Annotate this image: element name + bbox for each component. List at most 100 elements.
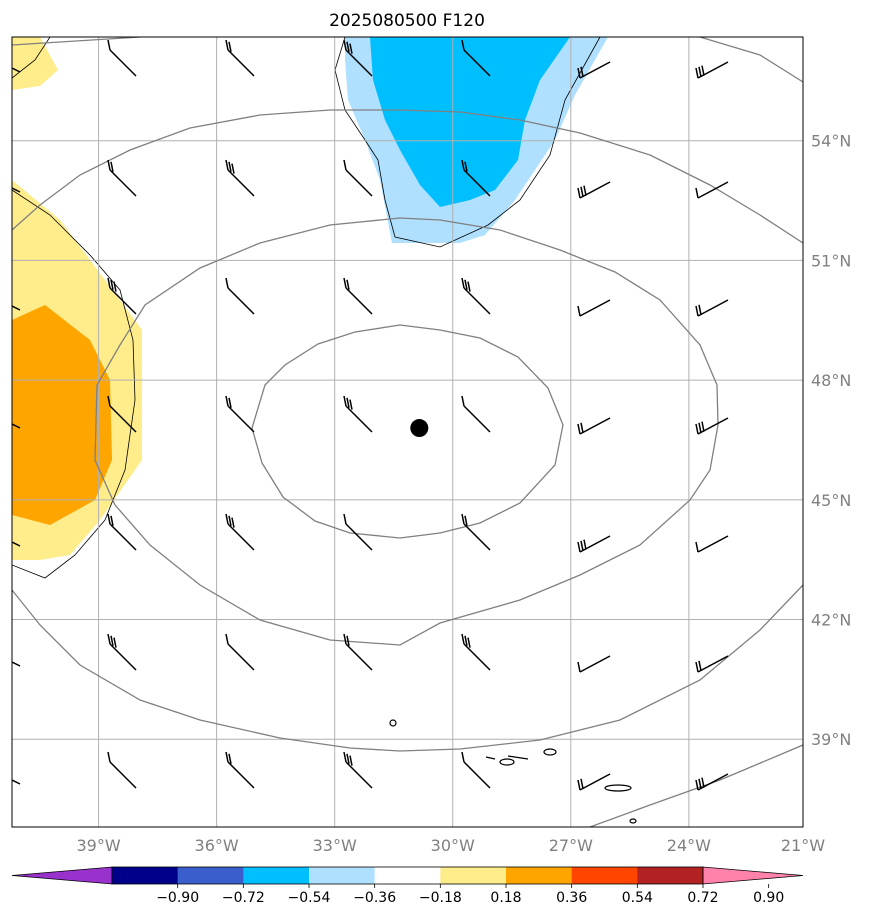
colorbar-swatch xyxy=(440,867,507,884)
wind-barb xyxy=(695,655,729,673)
wind-barb xyxy=(12,423,21,429)
wind-barb xyxy=(461,395,491,433)
island-7 xyxy=(629,818,637,824)
contour-outer-bottom xyxy=(589,744,803,827)
contour-third xyxy=(12,109,803,244)
colorbar-label: 0.90 xyxy=(753,890,784,906)
wind-barb xyxy=(12,541,21,547)
pressure-contours xyxy=(12,37,803,827)
colorbar-label: −0.54 xyxy=(288,890,331,906)
wind-barb xyxy=(107,513,137,551)
lat-label: 48°N xyxy=(811,371,851,390)
colorbar-label: −0.18 xyxy=(419,890,462,906)
wind-barb xyxy=(461,277,491,315)
island-5 xyxy=(543,748,557,756)
wind-barb xyxy=(12,67,21,73)
wind-barb xyxy=(107,395,137,433)
lon-label: 30°W xyxy=(431,836,475,855)
lon-label: 24°W xyxy=(667,836,711,855)
wind-barb xyxy=(343,395,373,433)
wind-barb xyxy=(225,277,255,315)
lon-label: 39°W xyxy=(76,836,120,855)
colorbar-label: 0.36 xyxy=(556,890,587,906)
contour-second xyxy=(94,217,719,646)
colorbar-label: −0.72 xyxy=(222,890,265,906)
colorbar-label: 0.18 xyxy=(490,890,521,906)
colorbar-swatch xyxy=(112,867,179,884)
lon-tick-labels: 39°W 36°W 33°W 30°W 27°W 24°W 21°W xyxy=(76,836,825,855)
wind-barb xyxy=(12,187,21,193)
wind-barb xyxy=(12,305,21,311)
wind-barb xyxy=(577,655,611,673)
wind-barb xyxy=(695,417,729,435)
lat-label: 51°N xyxy=(811,251,851,270)
lon-label: 36°W xyxy=(195,836,239,855)
wind-barb xyxy=(343,277,373,315)
wind-barb xyxy=(12,661,21,667)
wind-barb xyxy=(107,159,137,197)
coastlines xyxy=(389,719,637,824)
lon-label: 33°W xyxy=(313,836,357,855)
negative-anomaly-cyan xyxy=(370,37,570,207)
lat-label: 39°N xyxy=(811,730,851,749)
wind-barb xyxy=(107,751,137,789)
lat-label: 54°N xyxy=(811,132,851,151)
island-2 xyxy=(485,756,496,760)
colorbar-swatch xyxy=(243,867,310,884)
wind-barb xyxy=(461,513,491,551)
wind-barb xyxy=(695,535,729,553)
island-1 xyxy=(389,719,397,727)
positive-anomaly-light-top xyxy=(12,37,58,90)
colorbar-label: −0.90 xyxy=(156,890,199,906)
wind-barb xyxy=(461,39,491,77)
colorbar-tick-labels: −0.90 −0.72 −0.54 −0.36 −0.18 0.18 0.36 … xyxy=(156,890,784,906)
lat-tick-labels: 39°N 42°N 45°N 48°N 51°N 54°N xyxy=(811,132,851,749)
colorbar xyxy=(11,866,804,888)
wind-barb xyxy=(12,779,21,785)
wind-barb xyxy=(577,535,611,553)
wind-barb xyxy=(577,773,611,791)
colorbar-swatch xyxy=(571,867,638,884)
map-title: 2025080500 F120 xyxy=(329,11,485,31)
lat-label: 45°N xyxy=(811,491,851,510)
map-area xyxy=(12,37,803,827)
colorbar-frame xyxy=(111,866,704,885)
colorbar-extend-high xyxy=(702,866,804,885)
wind-barb xyxy=(695,773,729,791)
wind-barb xyxy=(107,277,137,315)
wind-barb xyxy=(461,633,491,671)
colorbar-swatch xyxy=(374,867,441,884)
wind-barb xyxy=(343,751,373,789)
wind-barb xyxy=(107,633,137,671)
wind-barb xyxy=(225,159,255,197)
wind-barb xyxy=(343,39,373,77)
colorbar-label: 0.54 xyxy=(622,890,653,906)
lat-label: 42°N xyxy=(811,611,851,630)
wind-barb xyxy=(577,299,611,317)
island-6 xyxy=(604,784,632,792)
wind-barb xyxy=(343,513,373,551)
wind-barb xyxy=(695,299,729,317)
wind-barb xyxy=(695,61,729,79)
outline-west xyxy=(12,189,136,579)
positive-anomaly-orange-west xyxy=(12,305,112,525)
wind-barb xyxy=(577,181,611,199)
contour-outer-top xyxy=(12,37,803,83)
wind-barb xyxy=(695,181,729,199)
wind-barb xyxy=(577,417,611,435)
storm-center-marker xyxy=(410,419,429,438)
map-frame xyxy=(11,36,804,828)
wind-barb xyxy=(343,159,373,197)
wind-barb xyxy=(107,39,137,77)
colorbar-extend-low xyxy=(11,866,113,885)
wind-barb xyxy=(225,751,255,789)
island-3 xyxy=(499,758,515,766)
wind-barb xyxy=(225,39,255,77)
colorbar-swatch xyxy=(506,867,573,884)
colorbar-swatch xyxy=(309,867,376,884)
outline-north xyxy=(334,37,601,248)
lon-label: 27°W xyxy=(549,836,593,855)
colorbar-swatch xyxy=(637,867,704,884)
